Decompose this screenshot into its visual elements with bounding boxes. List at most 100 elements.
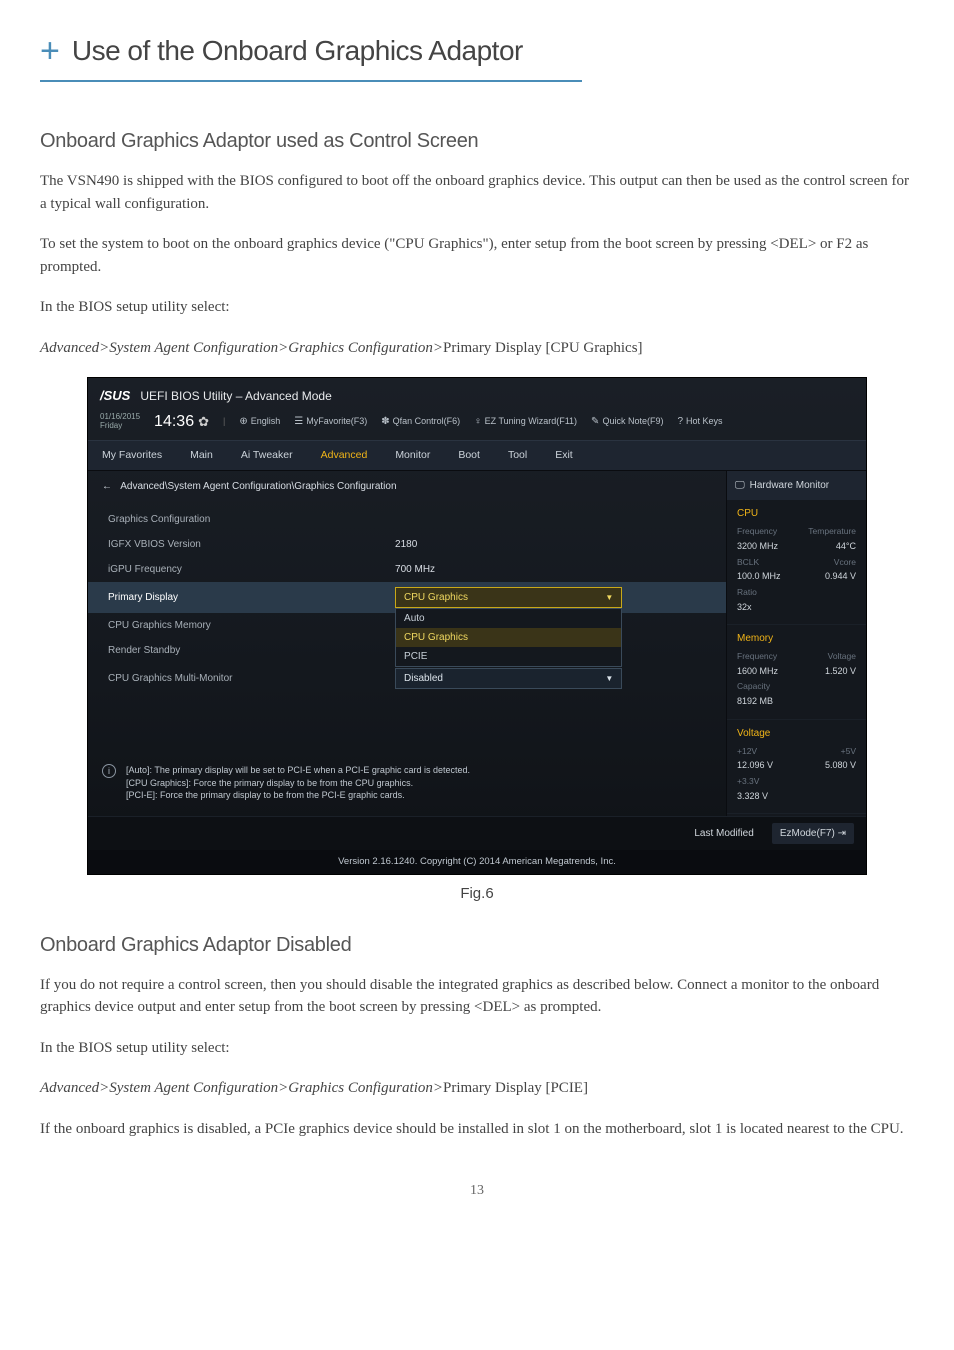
bios-day: Friday	[100, 422, 140, 431]
tab-main[interactable]: Main	[176, 441, 227, 471]
row-primary-display[interactable]: Primary Display CPU Graphics ▼ Auto CPU …	[88, 582, 726, 613]
bios-time-val: 14:36	[154, 410, 194, 434]
section1-p3: In the BIOS setup utility select:	[40, 296, 914, 319]
row-igfx-vbios: IGFX VBIOS Version 2180	[88, 532, 726, 557]
tab-exit[interactable]: Exit	[541, 441, 587, 471]
page-number: 13	[40, 1180, 914, 1201]
section1-p1: The VSN490 is shipped with the BIOS conf…	[40, 170, 914, 215]
hw-monitor-title: 🖵 Hardware Monitor	[727, 471, 866, 500]
section2-p2: In the BIOS setup utility select:	[40, 1037, 914, 1060]
section2-p3-italic: Advanced>System Agent Configuration>Grap…	[40, 1080, 443, 1096]
bios-header: /SUS UEFI BIOS Utility – Advanced Mode	[88, 378, 866, 410]
hw-memory: Memory FrequencyVoltage 1600 MHz1.520 V …	[727, 625, 866, 720]
info-text: [Auto]: The primary display will be set …	[126, 764, 470, 802]
meta-english[interactable]: ⊕English	[239, 414, 280, 429]
bios-figure: /SUS UEFI BIOS Utility – Advanced Mode 0…	[87, 377, 867, 875]
tab-aitweaker[interactable]: Ai Tweaker	[227, 441, 307, 471]
caret-icon: ▼	[605, 673, 613, 685]
meta-sep: |	[223, 415, 225, 429]
bios-date: 01/16/2015 Friday	[100, 413, 140, 431]
bios-footer: Last Modified EzMode(F7) ⇥	[88, 816, 866, 850]
meta-hotkeys[interactable]: ?Hot Keys	[677, 414, 722, 429]
tab-myfavorites[interactable]: My Favorites	[88, 441, 176, 471]
dd-auto[interactable]: Auto	[396, 609, 621, 628]
tab-advanced[interactable]: Advanced	[307, 441, 382, 471]
bios-copyright: Version 2.16.1240. Copyright (C) 2014 Am…	[88, 850, 866, 874]
info-line-3: [PCI-E]: Force the primary display to be…	[126, 789, 470, 802]
section1-p4-rest: Primary Display [CPU Graphics]	[443, 340, 643, 356]
back-arrow-icon: ←	[102, 481, 112, 492]
bios-tabs: My Favorites Main Ai Tweaker Advanced Mo…	[88, 440, 866, 472]
row-label: Graphics Configuration	[108, 512, 395, 527]
dd-cpu-graphics[interactable]: CPU Graphics	[396, 628, 621, 647]
bios-time: 14:36 ✿	[154, 410, 209, 434]
last-modified-button[interactable]: Last Modified	[694, 826, 753, 841]
hw-volt-title: Voltage	[737, 726, 856, 741]
globe-icon: ⊕	[239, 414, 247, 429]
row-label: Render Standby	[108, 643, 395, 658]
asus-logo: /SUS	[100, 386, 130, 406]
plus-icon: +	[40, 34, 60, 68]
bios-rows: Graphics Configuration IGFX VBIOS Versio…	[88, 503, 726, 694]
dd-pcie[interactable]: PCIE	[396, 647, 621, 666]
fan-icon: ✽	[381, 414, 389, 429]
tab-boot[interactable]: Boot	[444, 441, 494, 471]
primary-display-dropdown[interactable]: CPU Graphics ▼ Auto CPU Graphics PCIE	[395, 587, 622, 608]
bios-body: ← Advanced\System Agent Configuration\Gr…	[88, 471, 866, 816]
breadcrumb-text: Advanced\System Agent Configuration\Grap…	[120, 481, 396, 492]
row-value: 2180	[395, 537, 622, 552]
section2-p4: If the onboard graphics is disabled, a P…	[40, 1118, 914, 1141]
list-icon: ☰	[294, 414, 303, 429]
page-title: + Use of the Onboard Graphics Adaptor	[40, 30, 582, 72]
page-title-text: Use of the Onboard Graphics Adaptor	[72, 30, 523, 72]
primary-display-pill[interactable]: CPU Graphics ▼	[395, 587, 622, 608]
info-bar: i [Auto]: The primary display will be se…	[88, 754, 726, 816]
info-icon: i	[102, 764, 116, 778]
hw-voltage: Voltage +12V+5V 12.096 V5.080 V +3.3V 3.…	[727, 720, 866, 815]
section1-p4: Advanced>System Agent Configuration>Grap…	[40, 337, 914, 360]
caret-icon: ▼	[605, 592, 613, 604]
figure-caption: Fig.6	[40, 883, 914, 906]
row-label: IGFX VBIOS Version	[108, 537, 395, 552]
bulb-icon: ♀	[474, 414, 482, 429]
row-label: CPU Graphics Multi-Monitor	[108, 671, 395, 686]
pill-value: CPU Graphics	[404, 590, 468, 605]
info-line-1: [Auto]: The primary display will be set …	[126, 764, 470, 777]
monitor-icon: 🖵	[735, 478, 745, 493]
row-multi-monitor[interactable]: CPU Graphics Multi-Monitor Disabled ▼	[88, 663, 726, 694]
ezmode-button[interactable]: EzMode(F7) ⇥	[772, 823, 854, 844]
page-title-wrap: + Use of the Onboard Graphics Adaptor	[40, 30, 582, 82]
tab-monitor[interactable]: Monitor	[381, 441, 444, 471]
tab-tool[interactable]: Tool	[494, 441, 541, 471]
section1-p4-italic: Advanced>System Agent Configuration>Grap…	[40, 340, 443, 356]
section2-p3-rest: Primary Display [PCIE]	[443, 1080, 588, 1096]
multi-monitor-pill-wrap[interactable]: Disabled ▼	[395, 668, 622, 689]
bios-sidebar: 🖵 Hardware Monitor CPU FrequencyTemperat…	[726, 471, 866, 816]
note-icon: ✎	[591, 414, 599, 429]
section2-heading: Onboard Graphics Adaptor Disabled	[40, 930, 914, 960]
section1-heading: Onboard Graphics Adaptor used as Control…	[40, 126, 914, 156]
section2-p1: If you do not require a control screen, …	[40, 974, 914, 1019]
bios-title: UEFI BIOS Utility – Advanced Mode	[140, 387, 331, 405]
bios-meta: 01/16/2015 Friday 14:36 ✿ | ⊕English ☰My…	[88, 410, 866, 440]
hw-mem-title: Memory	[737, 631, 856, 646]
row-label: CPU Graphics Memory	[108, 618, 395, 633]
breadcrumb[interactable]: ← Advanced\System Agent Configuration\Gr…	[88, 471, 726, 503]
meta-eztune[interactable]: ♀EZ Tuning Wizard(F11)	[474, 414, 577, 429]
row-label: Primary Display	[108, 590, 395, 605]
bios-main: ← Advanced\System Agent Configuration\Gr…	[88, 471, 726, 816]
meta-myfav[interactable]: ☰MyFavorite(F3)	[294, 414, 367, 429]
section1-p2: To set the system to boot on the onboard…	[40, 233, 914, 278]
row-value: 700 MHz	[395, 562, 622, 577]
question-icon: ?	[677, 414, 683, 429]
row-graphics-config: Graphics Configuration	[88, 507, 726, 532]
hw-cpu-title: CPU	[737, 506, 856, 521]
section2-p3: Advanced>System Agent Configuration>Grap…	[40, 1077, 914, 1100]
row-label: iGPU Frequency	[108, 562, 395, 577]
meta-qfan[interactable]: ✽Qfan Control(F6)	[381, 414, 460, 429]
pill-value: Disabled	[404, 671, 443, 686]
info-line-2: [CPU Graphics]: Force the primary displa…	[126, 777, 470, 790]
bios-screenshot: /SUS UEFI BIOS Utility – Advanced Mode 0…	[87, 377, 867, 875]
meta-quicknote[interactable]: ✎Quick Note(F9)	[591, 414, 663, 429]
multi-monitor-pill[interactable]: Disabled ▼	[395, 668, 622, 689]
